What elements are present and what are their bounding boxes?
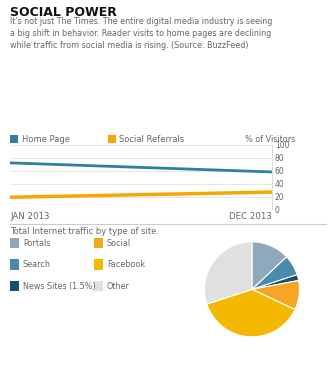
Wedge shape <box>252 242 287 289</box>
Text: Total Internet traffic by type of site.: Total Internet traffic by type of site. <box>10 227 159 236</box>
Text: Search: Search <box>23 260 51 269</box>
Text: SOCIAL POWER: SOCIAL POWER <box>10 6 117 19</box>
Text: JAN 2013: JAN 2013 <box>10 212 50 221</box>
Text: Social: Social <box>107 239 131 247</box>
Text: Portals: Portals <box>23 239 50 247</box>
Text: Social Referrals: Social Referrals <box>119 135 184 144</box>
Text: Facebook: Facebook <box>107 260 145 269</box>
Text: Other: Other <box>107 282 130 290</box>
Wedge shape <box>252 275 299 289</box>
Wedge shape <box>252 257 297 289</box>
Text: It's not just The Times. The entire digital media industry is seeing
a big shift: It's not just The Times. The entire digi… <box>10 17 272 50</box>
Wedge shape <box>207 289 295 337</box>
Text: % of Visitors: % of Visitors <box>245 135 296 144</box>
Wedge shape <box>252 280 299 309</box>
Text: News Sites (1.5%): News Sites (1.5%) <box>23 282 95 290</box>
Wedge shape <box>205 242 252 304</box>
Text: DEC 2013: DEC 2013 <box>229 212 272 221</box>
Text: Home Page: Home Page <box>22 135 70 144</box>
